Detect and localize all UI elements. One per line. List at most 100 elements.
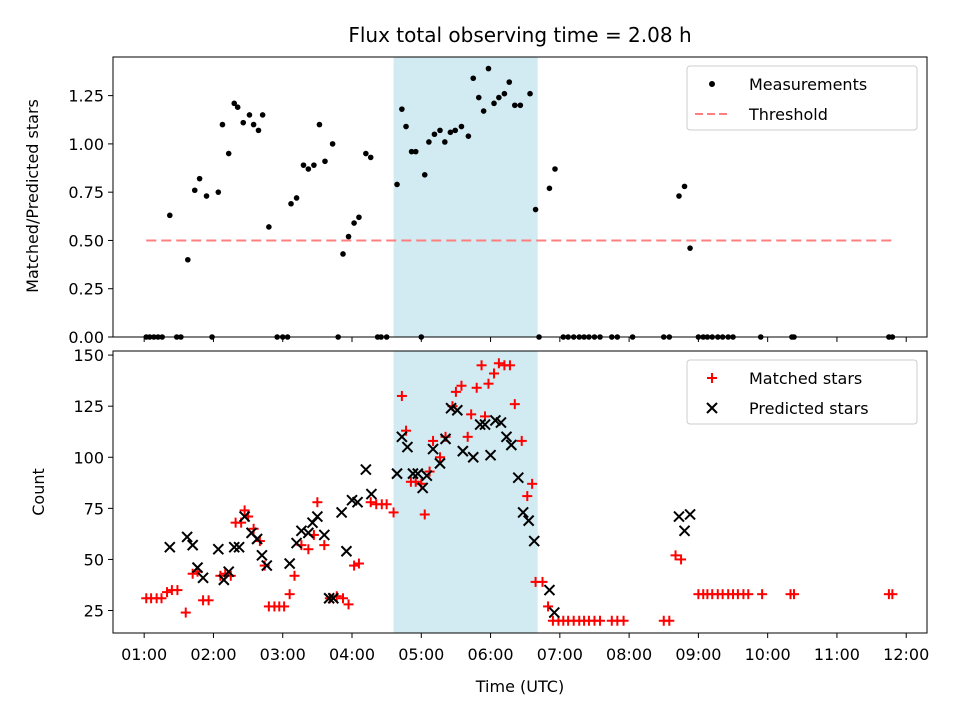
predicted-star-point-b xyxy=(412,467,424,480)
measurement-point xyxy=(322,158,328,165)
predicted-star-point-b xyxy=(427,443,439,455)
chart-title: Flux total observing time = 2.08 h xyxy=(348,23,691,47)
predicted-star-point-b xyxy=(457,445,469,457)
predicted-star-point-b xyxy=(318,529,331,541)
matched-star-point xyxy=(466,409,477,420)
measurement-point xyxy=(305,166,312,172)
predicted-star-point-b xyxy=(197,572,209,584)
predicted-star-point-b xyxy=(451,404,464,416)
measurement-point xyxy=(408,148,415,155)
legend-label: Threshold xyxy=(748,105,828,124)
top-y-axis-label: Matched/Predicted stars xyxy=(23,99,42,293)
legend-label: Predicted stars xyxy=(749,399,869,418)
predicted-star-point-b xyxy=(467,451,479,463)
predicted-star-point-b xyxy=(528,535,540,547)
predicted-star-point xyxy=(451,404,464,416)
measurement-point xyxy=(367,154,374,161)
matched-star-point xyxy=(428,435,439,446)
predicted-star-point xyxy=(365,488,378,500)
predicted-star-point-b xyxy=(238,510,251,523)
matched-star-point xyxy=(419,509,430,520)
predicted-star-point-b xyxy=(186,539,199,551)
predicted-star-point xyxy=(522,514,535,527)
measurement-point xyxy=(403,123,409,130)
bottom-y-tick-label: 125 xyxy=(73,397,104,416)
predicted-star-point-b xyxy=(295,525,308,537)
predicted-star-point xyxy=(434,457,446,470)
predicted-star-point-b xyxy=(251,533,263,545)
x-tick-label: 09:00 xyxy=(675,645,721,664)
predicted-star-point xyxy=(181,531,193,543)
legend-label: Measurements xyxy=(749,75,867,94)
matched-star-point xyxy=(343,599,354,610)
matched-star-point xyxy=(180,607,191,618)
predicted-star-point-b xyxy=(346,494,358,506)
top-y-tick-label: 0.50 xyxy=(68,231,104,250)
x-tick-label: 06:00 xyxy=(468,645,514,664)
measurement-point xyxy=(470,75,477,82)
predicted-star-point xyxy=(512,471,524,484)
predicted-star-point xyxy=(335,506,348,519)
predicted-star-point-b xyxy=(678,525,691,537)
predicted-star-point-b xyxy=(360,463,372,476)
matched-star-point xyxy=(743,589,754,600)
matched-star-point xyxy=(537,576,548,587)
matched-star-point xyxy=(476,360,487,371)
bottom-y-tick-label: 25 xyxy=(84,602,104,621)
predicted-star-point-b xyxy=(323,592,335,604)
measurement-point xyxy=(452,127,459,134)
measurement-point xyxy=(681,183,688,190)
predicted-star-point xyxy=(302,527,315,539)
legend-plus-marker xyxy=(707,373,717,383)
measurement-point xyxy=(185,256,191,263)
predicted-star-point xyxy=(495,416,507,429)
predicted-star-point xyxy=(391,467,403,480)
matched-star-point xyxy=(381,499,392,510)
predicted-star-point xyxy=(528,535,540,547)
matched-star-point xyxy=(284,589,295,600)
predicted-star-point-b xyxy=(517,506,529,519)
measurement-point xyxy=(240,119,247,126)
measurement-point xyxy=(225,150,232,157)
matched-star-point xyxy=(162,587,173,598)
predicted-star-point xyxy=(295,525,308,537)
bottom-y-tick-label: 50 xyxy=(84,550,104,569)
bottom-y-tick-label: 75 xyxy=(84,499,104,518)
matched-star-point xyxy=(303,544,314,555)
measurement-point xyxy=(501,90,508,97)
measurement-point xyxy=(532,206,539,213)
measurement-point xyxy=(687,245,693,251)
matched-star-point xyxy=(670,550,681,561)
measurement-point xyxy=(255,127,262,134)
top-axes-frame xyxy=(112,56,928,338)
measurement-point xyxy=(676,193,682,199)
x-axis-label: Time (UTC) xyxy=(475,677,564,696)
predicted-star-point xyxy=(218,574,230,586)
measurement-point xyxy=(426,139,432,145)
predicted-star-point xyxy=(396,431,408,443)
measurement-point xyxy=(442,139,448,145)
measurement-point xyxy=(491,100,497,107)
measurement-point xyxy=(356,214,362,221)
matched-star-point xyxy=(331,591,342,602)
matched-star-point xyxy=(483,378,494,389)
legend-label: Matched stars xyxy=(749,369,862,388)
predicted-star-point-b xyxy=(484,449,497,461)
x-tick-label: 07:00 xyxy=(537,645,583,664)
matched-star-point xyxy=(289,570,300,581)
predicted-star-point xyxy=(421,469,433,482)
matched-star-point xyxy=(516,435,527,446)
matched-star-point xyxy=(172,585,183,596)
bottom-panel: 01:00 02:00 03:00 04:00 05:00 06:00 07:00 08:00… xyxy=(73,346,929,664)
predicted-star-point xyxy=(191,561,204,574)
predicted-star-point xyxy=(474,418,486,431)
matched-star-point xyxy=(337,593,348,604)
predicted-star-point xyxy=(186,539,199,551)
x-tick-label: 01:00 xyxy=(121,645,167,664)
predicted-star-point xyxy=(517,506,529,519)
predicted-star-point-b xyxy=(283,557,296,570)
predicted-star-point-b xyxy=(434,457,446,470)
measurement-point xyxy=(485,65,492,72)
measurement-point xyxy=(167,212,173,219)
predicted-star-point xyxy=(261,559,273,572)
